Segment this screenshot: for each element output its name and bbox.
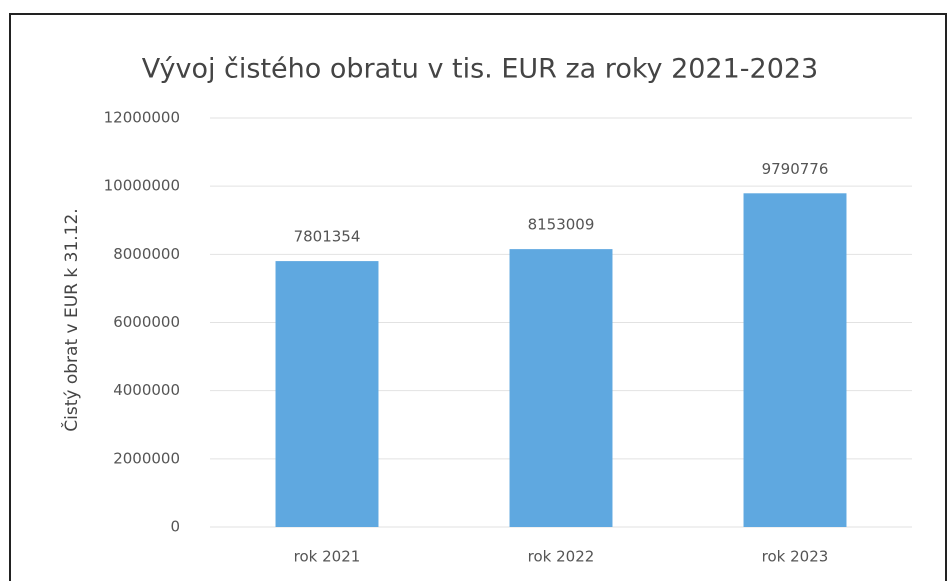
y-tick-label: 12000000 (104, 109, 180, 127)
x-tick-label: rok 2021 (294, 548, 361, 566)
y-tick-label: 2000000 (113, 449, 180, 467)
y-tick-label: 0 (170, 518, 180, 536)
bar (275, 261, 379, 527)
bar (509, 249, 613, 527)
data-label: 9790776 (762, 160, 829, 178)
y-tick-label: 4000000 (113, 381, 180, 399)
x-tick-label: rok 2023 (762, 548, 829, 566)
y-tick-label: 6000000 (113, 313, 180, 331)
data-label: 7801354 (294, 228, 361, 246)
chart-title: Vývoj čistého obratu v tis. EUR za roky … (142, 54, 819, 85)
x-tick-label: rok 2022 (528, 548, 595, 566)
data-label: 8153009 (528, 216, 595, 234)
bar (743, 193, 847, 527)
chart-border (9, 13, 947, 581)
y-axis-label: Čistý obrat v EUR k 31.12. (60, 208, 82, 431)
y-tick-label: 8000000 (113, 245, 180, 263)
y-tick-label: 10000000 (104, 177, 180, 195)
